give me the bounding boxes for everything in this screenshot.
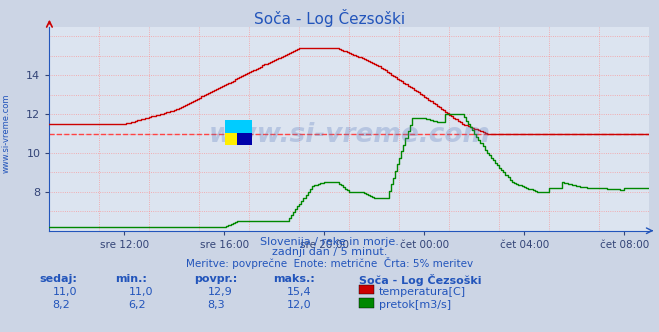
FancyBboxPatch shape	[225, 121, 252, 145]
Text: Slovenija / reke in morje.: Slovenija / reke in morje.	[260, 237, 399, 247]
Text: 12,9: 12,9	[208, 287, 233, 297]
Text: www.si-vreme.com: www.si-vreme.com	[2, 93, 11, 173]
Text: 8,3: 8,3	[208, 300, 225, 310]
Text: 11,0: 11,0	[129, 287, 153, 297]
Text: min.:: min.:	[115, 274, 147, 284]
Text: Meritve: povprečne  Enote: metrične  Črta: 5% meritev: Meritve: povprečne Enote: metrične Črta:…	[186, 257, 473, 269]
Text: 8,2: 8,2	[53, 300, 71, 310]
FancyBboxPatch shape	[225, 121, 252, 133]
FancyBboxPatch shape	[237, 133, 252, 145]
Text: povpr.:: povpr.:	[194, 274, 238, 284]
Text: www.si-vreme.com: www.si-vreme.com	[208, 122, 490, 148]
Text: 12,0: 12,0	[287, 300, 311, 310]
Text: Soča - Log Čezsoški: Soča - Log Čezsoški	[254, 9, 405, 27]
Text: temperatura[C]: temperatura[C]	[379, 287, 466, 297]
Text: pretok[m3/s]: pretok[m3/s]	[379, 300, 451, 310]
Text: 6,2: 6,2	[129, 300, 146, 310]
Text: maks.:: maks.:	[273, 274, 315, 284]
Text: 15,4: 15,4	[287, 287, 311, 297]
Text: zadnji dan / 5 minut.: zadnji dan / 5 minut.	[272, 247, 387, 257]
Text: Soča - Log Čezsoški: Soča - Log Čezsoški	[359, 274, 482, 286]
Text: sedaj:: sedaj:	[40, 274, 77, 284]
Text: 11,0: 11,0	[53, 287, 77, 297]
